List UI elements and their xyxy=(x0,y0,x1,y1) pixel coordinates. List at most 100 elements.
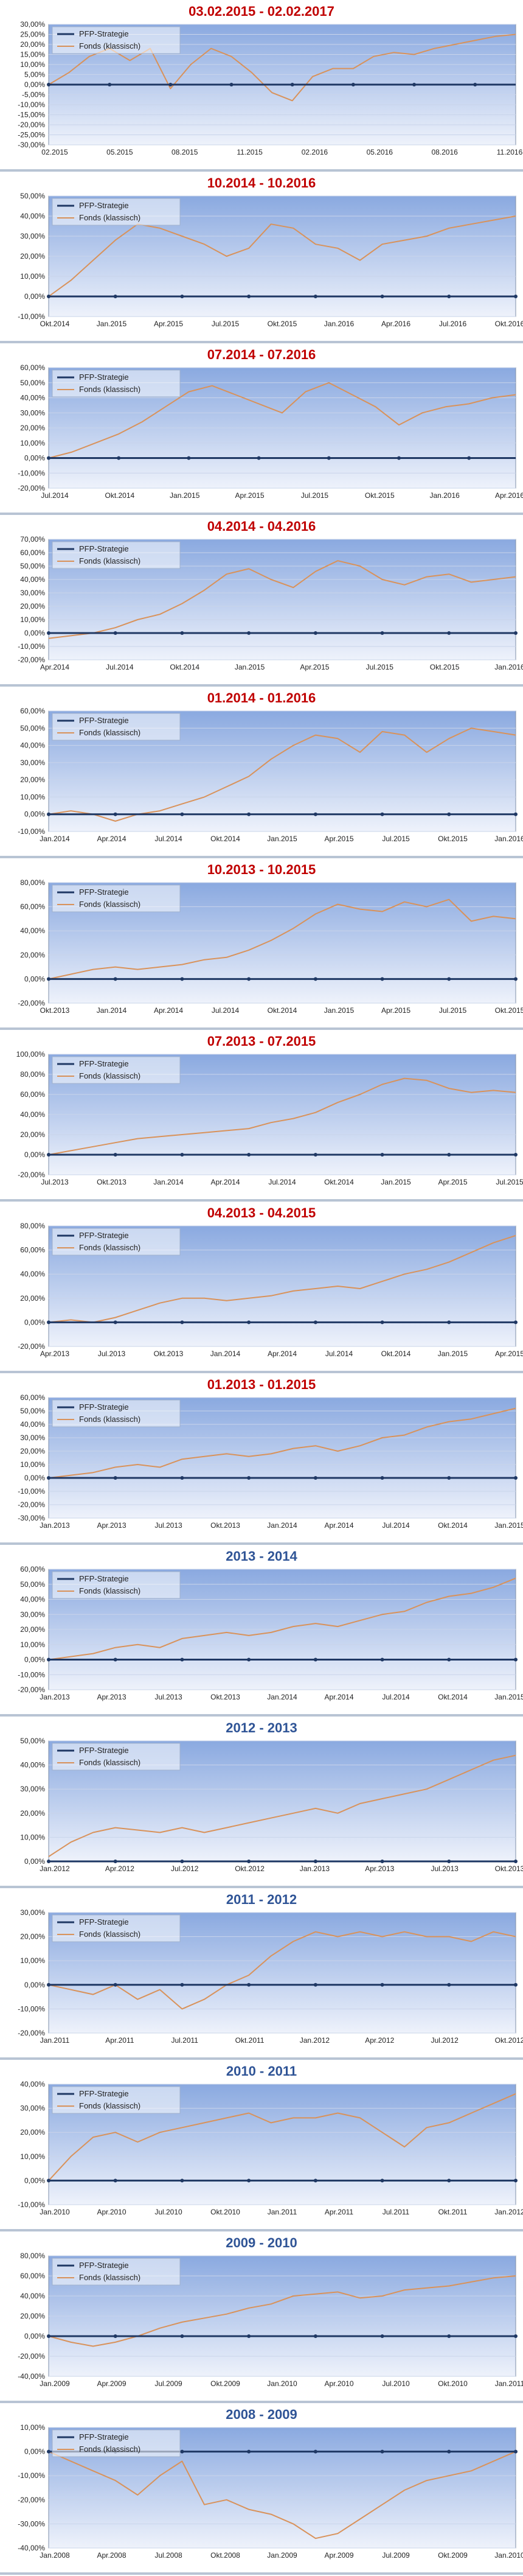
x-tick-label: 02.2015 xyxy=(41,148,68,156)
chart-panel: 2008 - 2009 10,00% 0,00% -10,00% -20,00% -30,… xyxy=(0,2403,523,2575)
legend-entry: PFP-Strategie xyxy=(79,1574,129,1583)
pfp-marker xyxy=(473,83,477,86)
x-tick-label: 05.2016 xyxy=(367,148,393,156)
y-tick-label: 30,00% xyxy=(20,2104,45,2113)
y-tick-label: -20,00% xyxy=(18,1342,45,1351)
x-tick-label: Jan.2015 xyxy=(438,1349,468,1358)
pfp-marker xyxy=(313,812,317,816)
pfp-marker xyxy=(113,2334,117,2338)
pfp-marker xyxy=(47,1860,50,1863)
chart-panel: 04.2013 - 04.2015 80,00% 60,00% 40,00% 20,00… xyxy=(0,1202,523,1373)
x-tick-label: Jan.2016 xyxy=(324,320,355,328)
legend-entry: PFP-Strategie xyxy=(79,2089,129,2098)
series-line-fonds xyxy=(48,1407,516,1479)
legend-entry: Fonds (klassisch) xyxy=(79,556,140,565)
pfp-marker xyxy=(113,1657,117,1662)
y-tick-label: 40,00% xyxy=(20,1110,45,1119)
y-tick-label: -20,00% xyxy=(18,2352,45,2361)
x-tick-label: Okt.2013 xyxy=(210,1521,240,1530)
y-tick-label: -30,00% xyxy=(18,1514,45,1522)
pfp-marker xyxy=(313,2334,317,2338)
y-tick-label: 0,00% xyxy=(24,975,45,983)
x-tick-label: Apr.2011 xyxy=(105,2036,134,2045)
pfp-marker xyxy=(514,1320,518,1325)
x-tick-label: Jan.2014 xyxy=(267,1693,297,1701)
pfp-marker xyxy=(247,2449,251,2454)
pfp-marker xyxy=(180,812,184,816)
x-tick-label: Apr.2009 xyxy=(97,2379,126,2388)
x-tick-label: Okt.2010 xyxy=(438,2379,468,2388)
legend-entry: PFP-Strategie xyxy=(79,2432,129,2441)
x-tick-label: Jul.2013 xyxy=(154,1693,182,1701)
series-line-fonds xyxy=(48,1577,516,1661)
pfp-marker xyxy=(380,1476,384,1480)
series-line-fonds xyxy=(48,1931,516,2010)
series-line-fonds xyxy=(48,898,516,980)
pfp-marker xyxy=(447,1657,451,1662)
y-tick-label: 20,00% xyxy=(20,951,45,959)
chart-panel: 04.2014 - 04.2016 70,00% 60,00% 50,00% 40,00… xyxy=(0,515,523,687)
y-tick-label: 40,00% xyxy=(20,926,45,935)
pfp-marker xyxy=(447,2449,451,2454)
chart-panel: 01.2013 - 01.2015 60,00% 50,00% 40,00% 30,00… xyxy=(0,1373,523,1545)
chart-title: 01.2013 - 01.2015 xyxy=(207,1377,316,1392)
x-tick-label: Jan.2012 xyxy=(40,1864,70,1873)
x-tick-label: 08.2015 xyxy=(171,148,198,156)
x-tick-label: Apr.2009 xyxy=(324,2551,353,2560)
y-tick-label: -10,00% xyxy=(18,1487,45,1496)
x-tick-label: Apr.2013 xyxy=(97,1521,126,1530)
x-tick-label: 08.2016 xyxy=(431,148,458,156)
y-tick-label: -20,00% xyxy=(18,484,45,492)
pfp-marker xyxy=(113,977,117,981)
y-tick-label: 50,00% xyxy=(20,192,45,200)
y-tick-label: -20,00% xyxy=(18,1500,45,1509)
y-tick-label: 0,00% xyxy=(24,1981,45,1989)
chart-title: 07.2013 - 07.2015 xyxy=(207,1034,316,1049)
x-tick-label: Jan.2015 xyxy=(324,1006,355,1015)
legend-box xyxy=(52,369,181,397)
y-tick-label: 20,00% xyxy=(20,1130,45,1139)
pfp-marker xyxy=(380,812,384,816)
chart-svg: 60,00% 50,00% 40,00% 30,00% 20,00% 10,00% 0,00… xyxy=(18,1565,523,1701)
y-tick-label: 50,00% xyxy=(20,724,45,732)
y-tick-label: -30,00% xyxy=(18,2519,45,2528)
pfp-marker xyxy=(180,2179,184,2183)
y-tick-label: 20,00% xyxy=(20,602,45,611)
y-tick-label: 10,00% xyxy=(20,272,45,281)
legend-entry: PFP-Strategie xyxy=(79,1746,129,1755)
pfp-marker xyxy=(257,456,261,460)
y-tick-label: 10,00% xyxy=(20,1833,45,1841)
x-tick-label: Apr.2010 xyxy=(324,2379,353,2388)
legend-entry: Fonds (klassisch) xyxy=(79,2445,140,2454)
pfp-marker xyxy=(47,1320,50,1325)
y-tick-label: 30,00% xyxy=(20,758,45,767)
pfp-marker xyxy=(380,1153,384,1157)
pfp-marker xyxy=(180,2449,184,2454)
x-tick-label: Jul.2011 xyxy=(383,2208,410,2216)
chart-title: 03.02.2015 - 02.02.2017 xyxy=(189,4,334,19)
y-tick-label: -20,00% xyxy=(18,2496,45,2504)
legend-box xyxy=(52,1571,181,1599)
legend-entry: Fonds (klassisch) xyxy=(79,1243,140,1252)
pfp-marker xyxy=(313,2449,317,2454)
pfp-marker xyxy=(180,1657,184,1662)
pfp-marker xyxy=(514,977,518,981)
x-tick-label: Apr.2016 xyxy=(381,320,410,328)
x-tick-label: Okt.2015 xyxy=(495,1006,523,1015)
x-tick-label: Okt.2010 xyxy=(210,2208,240,2216)
y-tick-label: 15,00% xyxy=(20,51,45,59)
x-tick-label: Apr.2014 xyxy=(97,835,126,843)
legend: PFP-Strategie Fonds (klassisch) xyxy=(52,2429,181,2457)
legend-entry: Fonds (klassisch) xyxy=(79,900,140,909)
y-tick-label: -20,00% xyxy=(18,1171,45,1179)
x-tick-label: Okt.2014 xyxy=(268,1006,297,1015)
x-tick-label: Apr.2015 xyxy=(495,1349,523,1358)
x-tick-label: Apr.2014 xyxy=(154,1006,183,1015)
series-line-fonds xyxy=(48,382,516,459)
y-tick-label: 80,00% xyxy=(20,878,45,887)
y-tick-label: -20,00% xyxy=(18,121,45,129)
pfp-marker xyxy=(247,631,251,635)
legend-entry: PFP-Strategie xyxy=(79,1059,129,1068)
y-tick-label: 0,00% xyxy=(24,2448,45,2456)
pfp-marker xyxy=(380,2449,384,2454)
